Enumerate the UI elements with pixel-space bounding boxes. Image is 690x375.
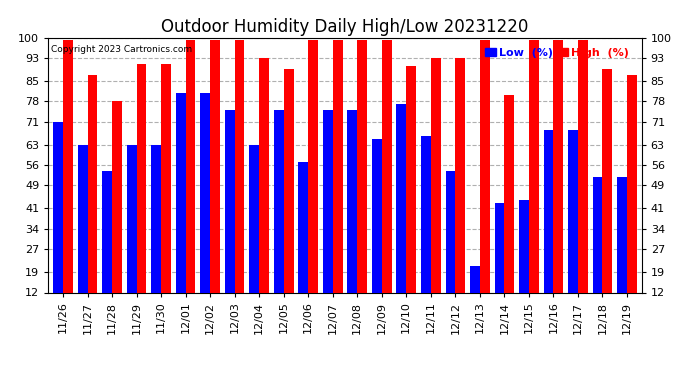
Bar <box>161 64 171 327</box>
Bar <box>63 40 73 327</box>
Bar <box>504 96 514 327</box>
Bar <box>78 145 88 327</box>
Title: Outdoor Humidity Daily High/Low 20231220: Outdoor Humidity Daily High/Low 20231220 <box>161 18 529 36</box>
Bar <box>88 75 97 327</box>
Bar <box>235 40 244 327</box>
Bar <box>357 40 367 327</box>
Bar <box>480 40 490 327</box>
Bar <box>455 58 465 327</box>
Bar <box>200 93 210 327</box>
Bar <box>372 139 382 327</box>
Bar <box>112 101 122 327</box>
Bar <box>333 40 342 327</box>
Bar <box>529 40 539 327</box>
Bar <box>382 40 392 327</box>
Bar <box>495 202 504 327</box>
Bar <box>519 200 529 327</box>
Bar <box>406 66 416 327</box>
Bar <box>176 93 186 327</box>
Bar <box>421 136 431 327</box>
Bar <box>544 130 553 327</box>
Bar <box>249 145 259 327</box>
Legend: Low  (%), High  (%): Low (%), High (%) <box>480 43 633 62</box>
Bar <box>308 40 318 327</box>
Bar <box>446 171 455 327</box>
Bar <box>578 40 588 327</box>
Bar <box>210 40 220 327</box>
Bar <box>284 69 293 327</box>
Bar <box>593 177 602 327</box>
Bar <box>397 104 406 327</box>
Bar <box>53 122 63 327</box>
Bar <box>323 110 333 327</box>
Bar <box>568 130 578 327</box>
Bar <box>348 110 357 327</box>
Bar <box>627 75 637 327</box>
Bar <box>259 58 269 327</box>
Bar <box>137 64 146 327</box>
Bar <box>102 171 112 327</box>
Bar <box>225 110 235 327</box>
Bar <box>470 266 480 327</box>
Text: Copyright 2023 Cartronics.com: Copyright 2023 Cartronics.com <box>51 45 193 54</box>
Bar <box>186 40 195 327</box>
Bar <box>127 145 137 327</box>
Bar <box>431 58 441 327</box>
Bar <box>553 40 563 327</box>
Bar <box>617 177 627 327</box>
Bar <box>274 110 284 327</box>
Bar <box>602 69 612 327</box>
Bar <box>298 162 308 327</box>
Bar <box>151 145 161 327</box>
